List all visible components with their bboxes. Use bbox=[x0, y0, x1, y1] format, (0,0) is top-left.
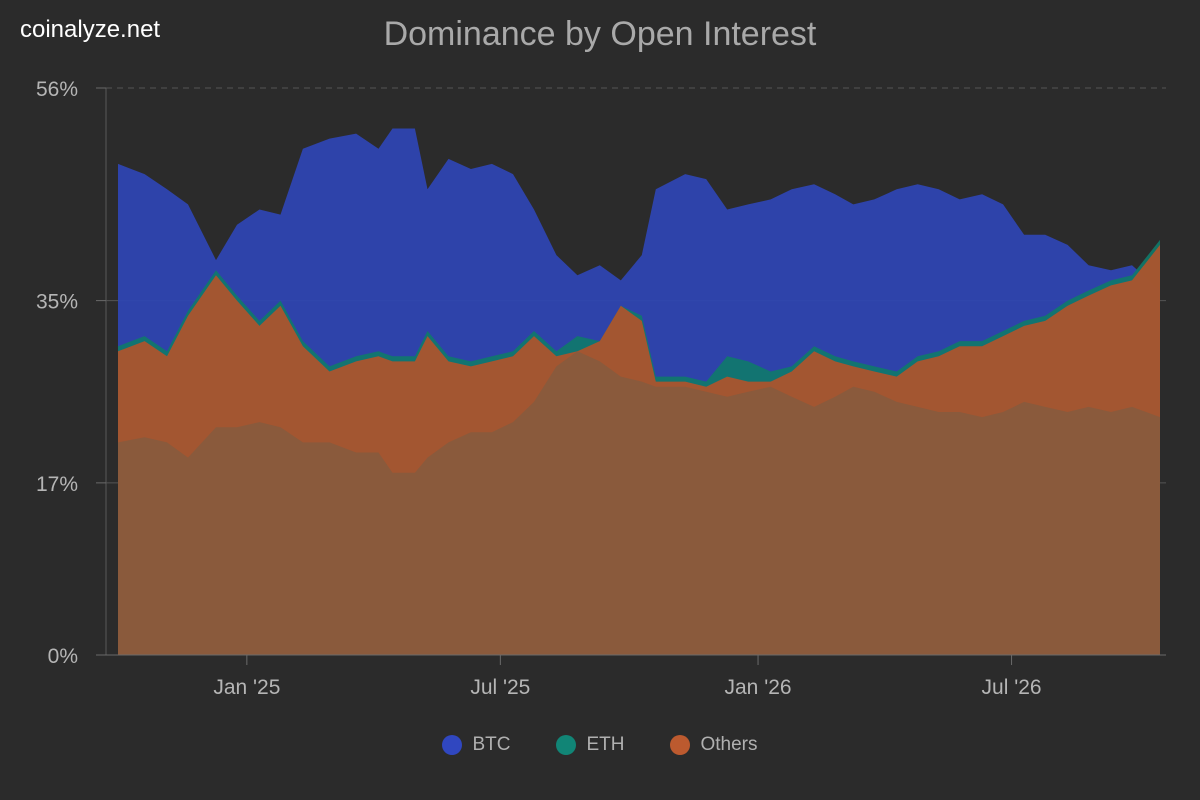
legend-label: Others bbox=[700, 734, 758, 755]
legend-label: ETH bbox=[586, 734, 625, 755]
chart-title: Dominance by Open Interest bbox=[383, 15, 817, 53]
watermark: coinalyze.net bbox=[20, 16, 161, 43]
legend-swatch-icon bbox=[670, 735, 691, 755]
y-tick-label: 56% bbox=[36, 78, 78, 101]
legend: BTC ETH Others bbox=[0, 734, 1200, 756]
y-tick-label: 17% bbox=[36, 473, 78, 496]
x-tick-label: Jul '26 bbox=[982, 676, 1042, 699]
x-tick-label: Jan '26 bbox=[725, 676, 792, 699]
y-tick-label: 35% bbox=[36, 291, 78, 314]
y-tick-label: 0% bbox=[48, 645, 78, 668]
legend-item-btc[interactable]: BTC bbox=[442, 734, 510, 756]
legend-item-eth[interactable]: ETH bbox=[556, 734, 624, 756]
legend-item-others[interactable]: Others bbox=[670, 734, 758, 756]
x-tick-label: Jan '25 bbox=[213, 676, 280, 699]
x-tick-label: Jul '25 bbox=[470, 676, 530, 699]
area-series-base bbox=[118, 351, 1160, 655]
legend-label: BTC bbox=[472, 734, 511, 755]
legend-swatch-icon bbox=[556, 735, 577, 755]
legend-swatch-icon bbox=[442, 735, 463, 755]
